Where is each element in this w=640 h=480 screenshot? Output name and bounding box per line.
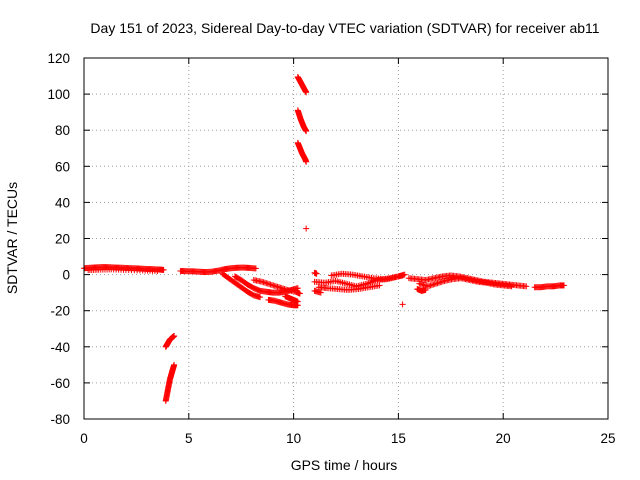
data-point (252, 265, 259, 272)
data-point (523, 283, 530, 290)
y-tick-label: 100 (47, 87, 70, 102)
x-tick-label: 5 (185, 431, 193, 446)
series-seg-c (162, 361, 178, 404)
series-seg-v (416, 275, 515, 290)
series-seg-e (177, 264, 259, 276)
y-tick-label: -20 (50, 304, 70, 319)
data-point (303, 89, 310, 96)
series-seg-w (414, 286, 429, 294)
y-tick-label: 80 (55, 123, 70, 138)
series-seg-k (294, 73, 310, 96)
series-seg-j (282, 293, 301, 305)
series-seg-q (328, 270, 406, 283)
data-point (399, 301, 406, 308)
series-seg-r (315, 282, 383, 293)
y-tick-label: 40 (55, 195, 70, 210)
data-point (313, 270, 320, 277)
grid-lines (84, 58, 608, 419)
series-seg-f (219, 270, 264, 301)
y-tick-label: 60 (55, 159, 70, 174)
data-point (399, 272, 406, 279)
series-seg-i (265, 296, 301, 309)
series-seg-b (85, 266, 161, 274)
series-seg-t (399, 301, 406, 308)
y-tick-label: -80 (50, 412, 70, 427)
series-seg-x (531, 282, 567, 291)
data-point (154, 267, 161, 274)
chart-title: Day 151 of 2023, Sidereal Day-to-day VTE… (90, 20, 599, 36)
data-point (376, 282, 383, 289)
x-tick-label: 10 (286, 431, 301, 446)
data-point (317, 289, 324, 296)
y-tick-label: 20 (55, 232, 70, 247)
data-point (422, 286, 429, 293)
data-point (294, 298, 301, 305)
x-axis-label: GPS time / hours (291, 457, 398, 473)
x-tick-label: 0 (80, 431, 88, 446)
series-seg-s (311, 287, 324, 296)
y-tick-label: -40 (50, 340, 70, 355)
x-axis-ticks: 0 5 10 15 20 25 (80, 58, 616, 446)
y-tick-label: 120 (47, 51, 70, 66)
series-seg-n (303, 225, 310, 232)
series-seg-m (294, 139, 310, 165)
data-point (560, 282, 567, 289)
data-point (171, 332, 178, 339)
y-tick-label: 0 (62, 268, 70, 283)
y-tick-label: -60 (50, 376, 70, 391)
data-point (171, 361, 178, 368)
series-seg-o (311, 269, 320, 277)
data-point (160, 266, 167, 273)
data-point (303, 225, 310, 232)
data-points (81, 73, 567, 404)
data-point (257, 294, 264, 301)
x-tick-label: 15 (391, 431, 406, 446)
x-tick-label: 25 (600, 431, 615, 446)
data-point (508, 283, 515, 290)
y-axis-label: SDTVAR / TECUs (4, 182, 20, 294)
series-seg-l (294, 107, 310, 135)
x-tick-label: 20 (496, 431, 511, 446)
plot-frame (83, 57, 609, 420)
data-point (303, 158, 310, 165)
y-axis-ticks: -80 -60 -40 -20 0 20 40 60 80 100 120 (47, 51, 608, 427)
series-seg-d (162, 332, 178, 350)
series-seg-h (250, 277, 303, 297)
data-point (296, 290, 303, 297)
data-point (303, 128, 310, 135)
